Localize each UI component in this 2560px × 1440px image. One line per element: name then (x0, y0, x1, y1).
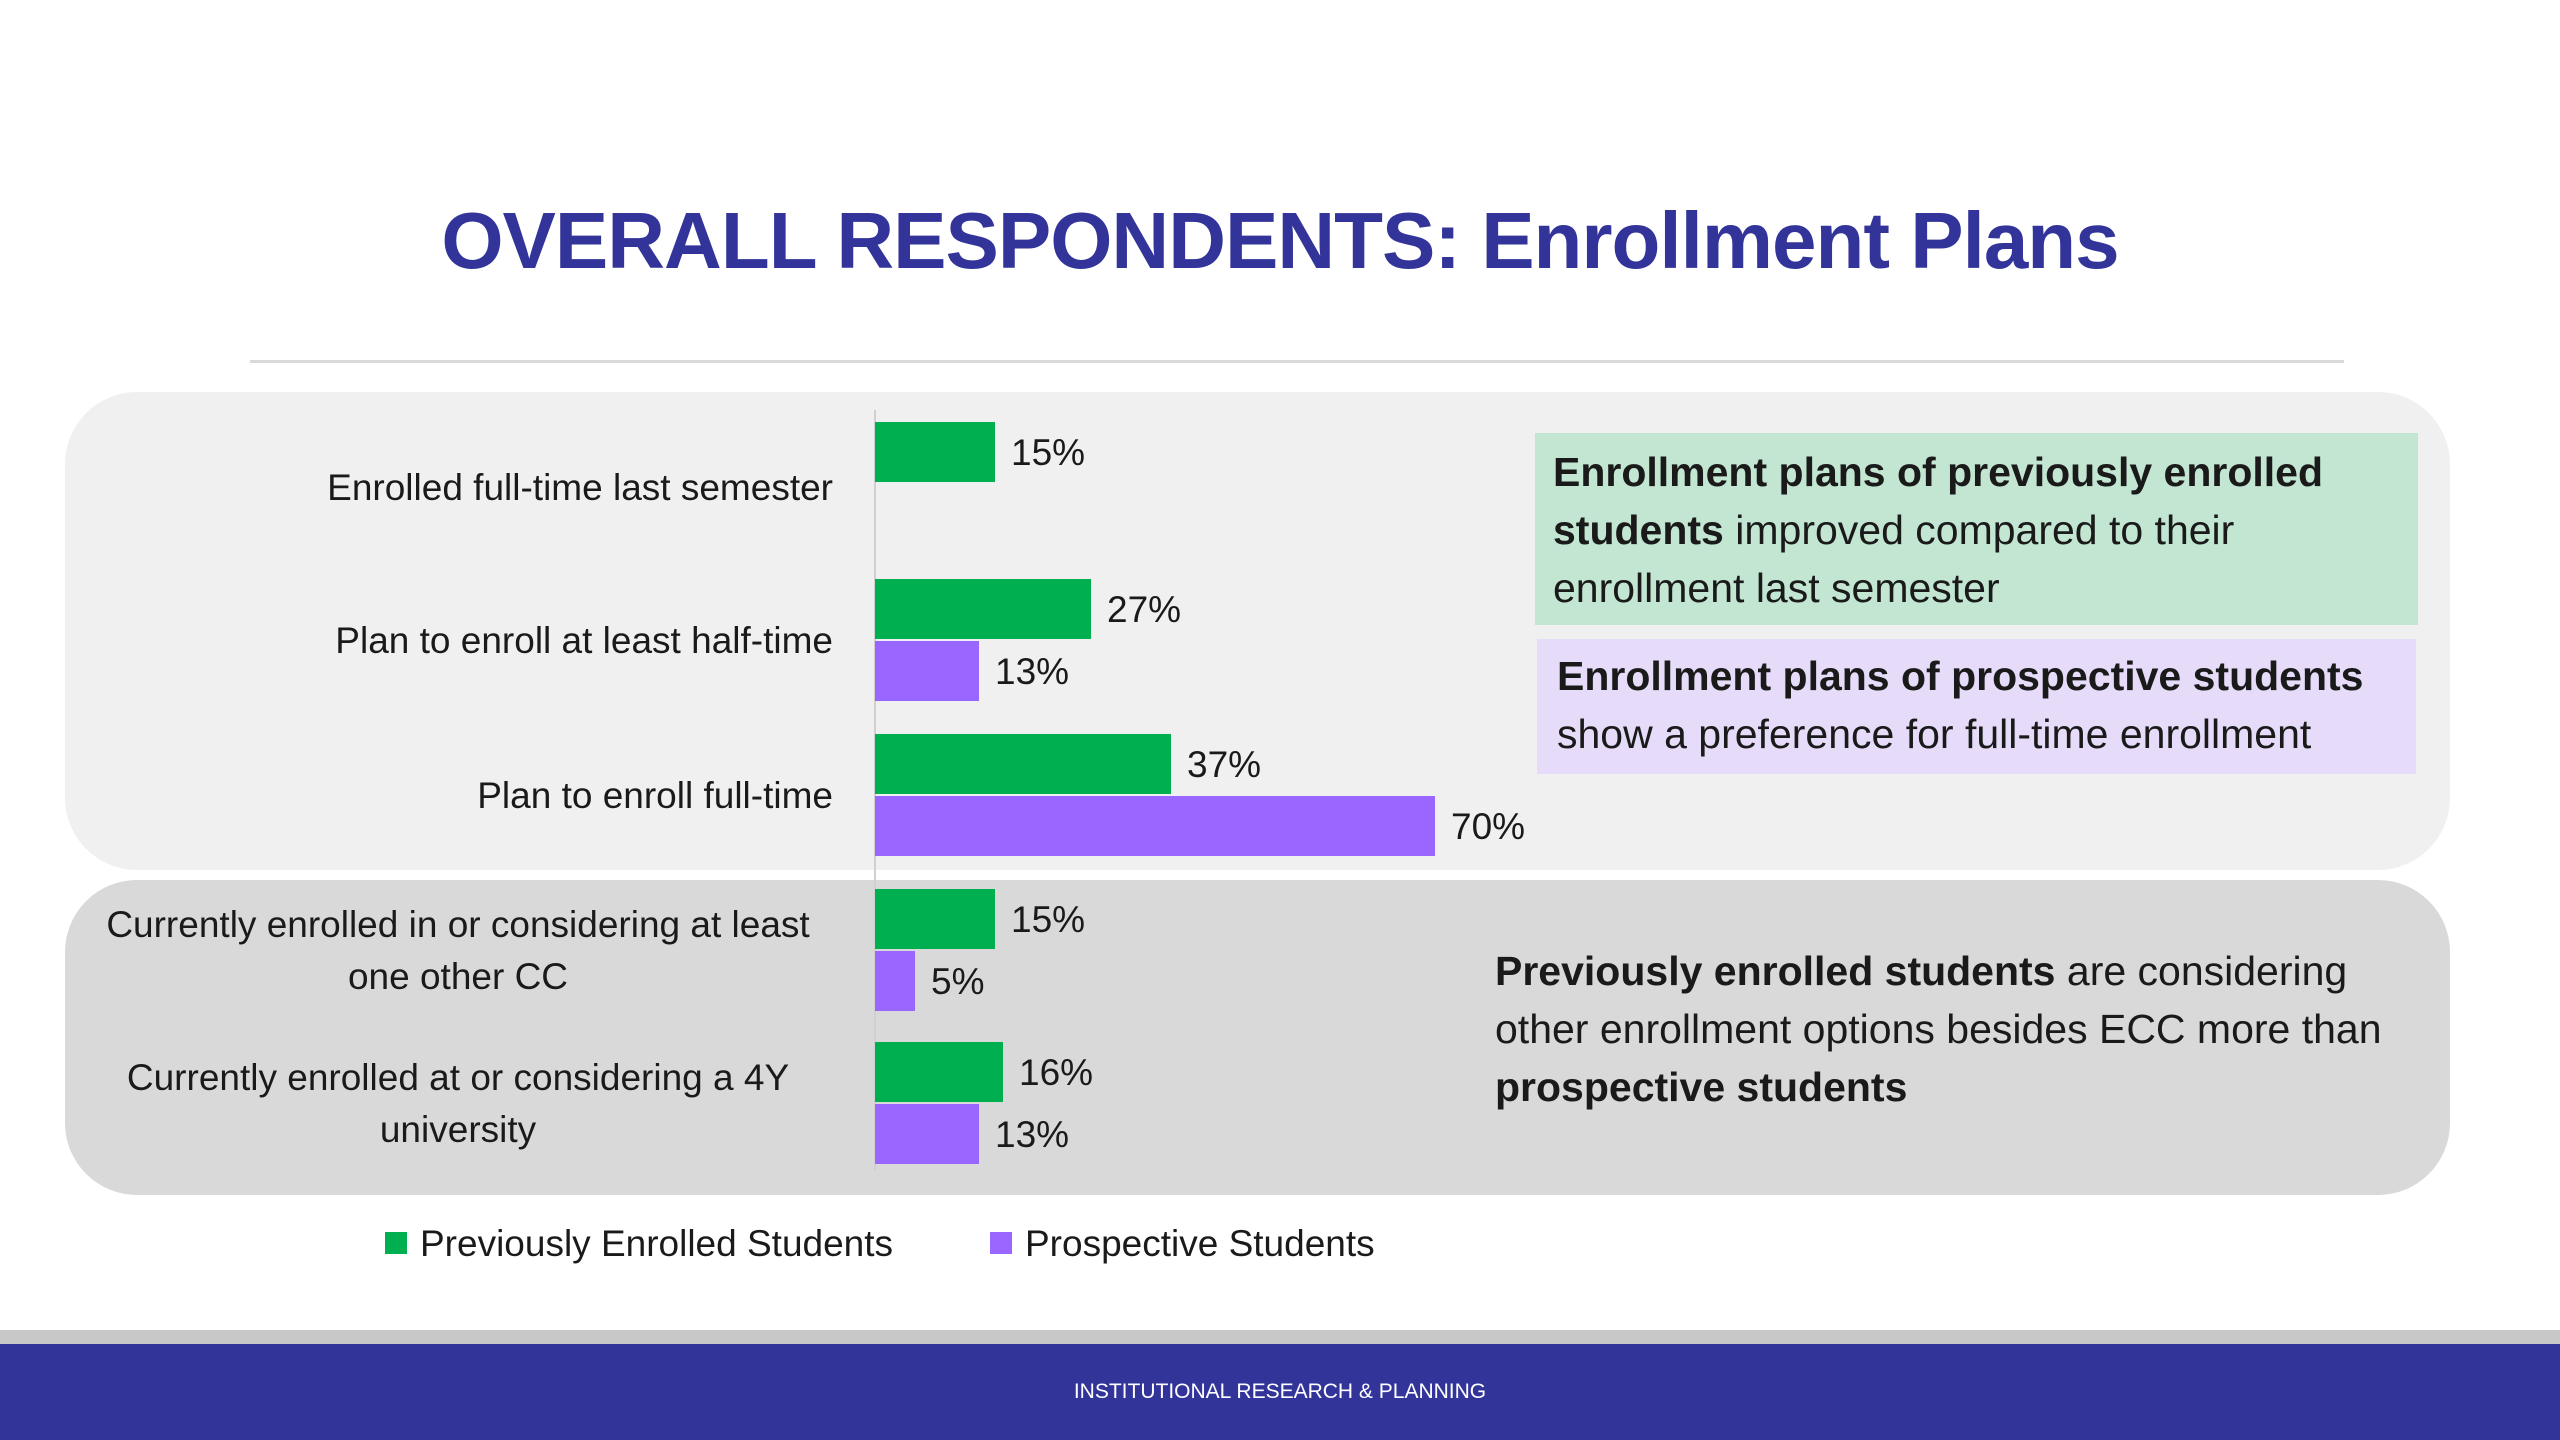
bar-prospective (875, 1104, 979, 1164)
note-plain-text: are considering other enrollment options… (1495, 948, 2382, 1052)
category-label: Plan to enroll full-time (477, 775, 833, 816)
footer-text: INSTITUTIONAL RESEARCH & PLANNING (1073, 1380, 1487, 1403)
note-plain-bold-2: prospective students (1495, 1064, 1908, 1110)
legend-label: Prospective Students (1025, 1223, 1375, 1264)
bar-value-label: 13% (995, 651, 1069, 692)
bar-value-label: 70% (1451, 806, 1525, 847)
legend-swatch-prospective (990, 1232, 1012, 1254)
legend-label: Previously Enrolled Students (420, 1223, 893, 1264)
legend-swatch-previously-enrolled (385, 1232, 407, 1254)
bar-prospective (875, 951, 915, 1011)
page-title: OVERALL RESPONDENTS: Enrollment Plans (441, 196, 2119, 285)
note-green-text: improved compared to their enrollment la… (1553, 507, 2235, 611)
bar-previously-enrolled (875, 889, 995, 949)
bar-prospective (875, 796, 1435, 856)
bar-value-label: 37% (1187, 744, 1261, 785)
category-label: Plan to enroll at least half-time (335, 620, 833, 661)
category-label-line: university (380, 1109, 537, 1150)
bar-value-label: 5% (931, 961, 984, 1002)
category-label-line: Enrolled full-time last semester (327, 467, 833, 508)
title-divider (250, 360, 2344, 363)
category-label-line: Currently enrolled in or considering at … (106, 904, 810, 945)
bar-previously-enrolled (875, 1042, 1003, 1102)
category-label-line: Plan to enroll full-time (477, 775, 833, 816)
category-label: Currently enrolled at or considering a 4… (127, 1057, 789, 1150)
note-previously-enrolled: Enrollment plans of previously enrolled … (1535, 433, 2418, 625)
bar-previously-enrolled (875, 579, 1091, 639)
bar-value-label: 15% (1011, 899, 1085, 940)
note-green-bold: Enrollment plans of previously enrolled … (1553, 449, 2324, 553)
note-purple-text: show a preference for full-time enrollme… (1557, 711, 2312, 757)
bottom-panel-background (65, 880, 2450, 1195)
note-plain-bold-1: Previously enrolled students (1495, 948, 2056, 994)
note-prospective: Enrollment plans of prospective students… (1537, 639, 2416, 774)
bar-value-label: 13% (995, 1114, 1069, 1155)
footer-strip (0, 1330, 2560, 1344)
note-other-options: Previously enrolled students are conside… (1495, 942, 2415, 1116)
category-label: Currently enrolled in or considering at … (106, 904, 810, 997)
category-label-line: Currently enrolled at or considering a 4… (127, 1057, 789, 1098)
category-label-line: Plan to enroll at least half-time (335, 620, 833, 661)
bar-value-label: 15% (1011, 432, 1085, 473)
bar-previously-enrolled (875, 734, 1171, 794)
bar-prospective (875, 641, 979, 701)
note-purple-bold: Enrollment plans of prospective students (1557, 653, 2364, 699)
footer-bar: INSTITUTIONAL RESEARCH & PLANNING (0, 1344, 2560, 1440)
bar-value-label: 27% (1107, 589, 1181, 630)
bar-value-label: 16% (1019, 1052, 1093, 1093)
category-label-line: one other CC (348, 956, 568, 997)
category-label: Enrolled full-time last semester (327, 467, 833, 508)
bar-previously-enrolled (875, 422, 995, 482)
